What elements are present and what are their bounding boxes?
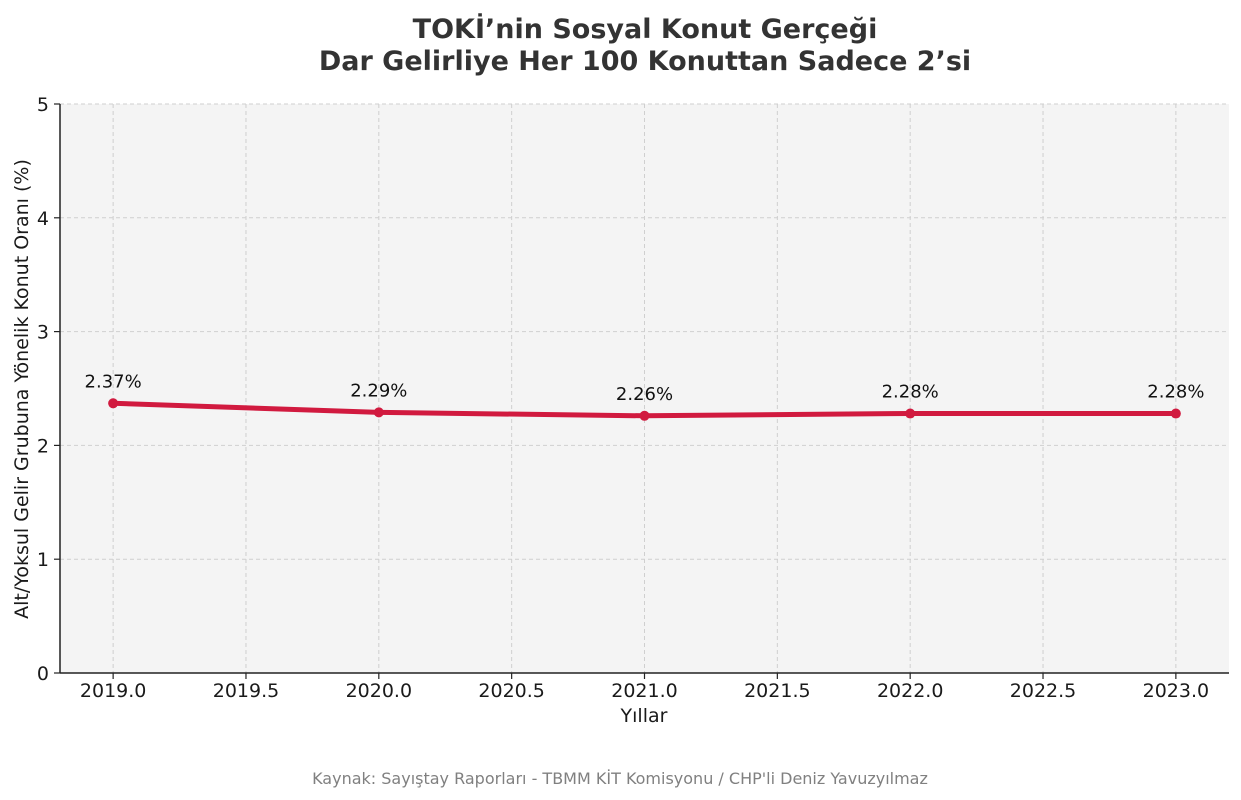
chart-title-line-1: TOKİ’nin Sosyal Konut Gerçeği bbox=[413, 13, 878, 45]
data-point-2019 bbox=[108, 398, 119, 409]
y-tick-label-4: 4 bbox=[37, 208, 49, 230]
y-tick-label-1: 1 bbox=[37, 549, 49, 571]
y-tick-label-0: 0 bbox=[37, 663, 49, 685]
x-tick-label-0: 2019.0 bbox=[80, 680, 146, 702]
x-axis-ticks: 2019.0 2019.5 2020.0 2020.5 2021.0 2021.5 2022… bbox=[80, 673, 1209, 702]
source-note: Kaynak: Sayıştay Raporları - TBMM KİT Ko… bbox=[312, 769, 928, 788]
data-label-2023: 2.28% bbox=[1147, 382, 1204, 403]
series-points bbox=[108, 398, 1181, 421]
data-label-2022: 2.28% bbox=[882, 382, 939, 403]
data-label-2019: 2.37% bbox=[85, 371, 142, 392]
y-axis-label: Alt/Yoksul Gelir Grubuna Yönelik Konut O… bbox=[11, 159, 33, 619]
y-tick-label-3: 3 bbox=[37, 322, 49, 344]
data-point-2020 bbox=[373, 407, 384, 418]
x-tick-label-6: 2022.0 bbox=[877, 680, 943, 702]
data-point-2022 bbox=[905, 408, 916, 419]
x-tick-label-4: 2021.0 bbox=[611, 680, 677, 702]
chart-title-line-2: Dar Gelirliye Her 100 Konuttan Sadece 2’… bbox=[319, 46, 971, 77]
x-tick-label-1: 2019.5 bbox=[213, 680, 279, 702]
data-labels: 2.37% 2.29% 2.26% 2.28% 2.28% bbox=[85, 371, 1205, 405]
x-tick-label-2: 2020.0 bbox=[346, 680, 412, 702]
y-axis-ticks: 0 1 2 3 4 5 bbox=[37, 94, 60, 685]
data-label-2020: 2.29% bbox=[350, 380, 407, 401]
data-point-2021 bbox=[639, 410, 650, 421]
y-tick-label-5: 5 bbox=[37, 94, 49, 116]
y-tick-label-2: 2 bbox=[37, 435, 49, 457]
x-axis-label: Yıllar bbox=[620, 705, 668, 727]
x-tick-label-3: 2020.5 bbox=[478, 680, 544, 702]
x-tick-label-7: 2022.5 bbox=[1010, 680, 1076, 702]
data-label-2021: 2.26% bbox=[616, 384, 673, 405]
data-point-2023 bbox=[1170, 408, 1181, 419]
x-tick-label-5: 2021.5 bbox=[744, 680, 810, 702]
x-tick-label-8: 2023.0 bbox=[1143, 680, 1209, 702]
